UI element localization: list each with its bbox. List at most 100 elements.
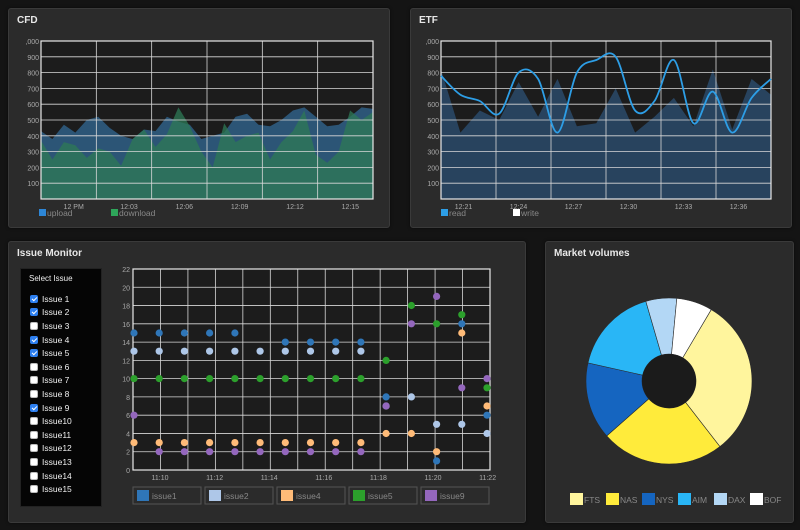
issue-checkbox[interactable] [30,471,38,480]
issue-point-issue2 [130,347,138,355]
issue-point-issue1 [281,338,289,346]
issue-checkbox-label: Issue11 [42,429,72,440]
issue-monitor-chart: 0 2 4 6 8 10 12 14 16 18 20 22 11:10 11:12 11:14 11:16 1… [122,267,496,505]
issue-selector-item[interactable]: Issue 2 [21,306,101,320]
issue-y-tick-label: 18 [122,304,130,311]
issue-point-issue9 [130,411,138,419]
issue-point-issue4 [458,329,466,337]
issue-legend-label-issue2: issue2 [224,491,249,501]
issue-checkbox[interactable] [30,362,38,371]
issue-selector-item[interactable]: Issue 1 [21,292,101,306]
issue-point-issue9 [155,448,163,456]
issue-legend-label-issue5: issue5 [368,491,393,501]
issue-point-issue4 [206,439,214,447]
issue-point-issue2 [407,393,415,401]
issue-point-issue4 [281,439,289,447]
issue-point-issue5 [433,320,441,328]
issue-checkbox-label: Issue 5 [42,348,70,359]
cfd-y-tick-label: 500 [27,118,39,125]
cfd-chart: 100 200 300 400 500 600 700 800 900 ,000 12 PM 12:0… [25,39,374,218]
issue-selector-item[interactable]: Issue12 [21,442,101,456]
cfd-y-tick-label: 700 [27,86,39,93]
issue-point-issue2 [281,347,289,355]
issue-checkbox[interactable] [30,485,38,494]
issue-point-issue1 [382,393,390,401]
issue-checkbox-label: Issue15 [42,484,72,495]
issue-point-issue4 [357,439,365,447]
issue-selector-item[interactable]: Issue 9 [21,401,101,415]
etf-x-tick-label: 12:33 [675,204,693,211]
issue-checkbox[interactable] [30,308,38,317]
pie-legend-swatch-bof [750,493,763,505]
issue-point-issue5 [357,375,365,383]
issue-point-issue5 [180,375,188,383]
issue-point-issue9 [306,448,315,456]
issue-legend-swatch-issue9 [425,490,437,501]
issue-legend-label-issue1: issue1 [152,491,177,501]
issue-point-issue9 [433,292,441,300]
cfd-legend-label-download: download [119,208,156,218]
issue-point-issue9 [382,402,390,410]
issue-point-issue9 [483,375,491,383]
issue-point-issue4 [407,429,415,438]
issue-checkbox-label: Issue 2 [42,307,70,318]
issue-checkbox[interactable] [30,335,38,344]
etf-legend-swatch-write [513,209,520,216]
issue-point-issue5 [130,375,138,383]
cfd-x-tick-label: 12:06 [176,204,194,211]
issue-point-issue2 [206,347,214,355]
cfd-x-tick-label: 12:09 [231,204,249,211]
etf-panel: ETF 100 200 300 400 500 600 700 800 900 ,000 12:21… [410,8,792,228]
issue-selector-item[interactable]: Issue15 [21,482,101,496]
issue-legend-label-issue9: issue9 [440,491,465,501]
pie-legend-swatch-nys [642,493,655,505]
issue-point-issue4 [256,439,264,447]
issue-point-issue5 [231,375,239,383]
issue-point-issue2 [483,429,491,438]
issue-point-issue2 [332,347,340,355]
issue-point-issue1 [458,320,466,328]
issue-checkbox[interactable] [30,294,38,303]
issue-checkbox-label: Issue 9 [42,402,70,413]
issue-selector-item[interactable]: Issue13 [21,455,101,469]
issue-selector-item[interactable]: Issue 4 [21,333,101,347]
issue-selector-item[interactable]: Issue 3 [21,319,101,333]
issue-y-tick-label: 14 [122,340,130,347]
market-volumes-title: Market volumes [554,248,630,259]
issue-checkbox[interactable] [30,457,38,466]
issue-point-issue5 [407,301,415,310]
issue-checkbox[interactable] [30,349,38,358]
issue-x-tick-label: 11:16 [315,475,332,482]
issue-point-issue9 [357,448,365,456]
issue-selector-item[interactable]: Issue14 [21,469,101,483]
issue-selector-item[interactable]: Issue 7 [21,374,101,388]
etf-x-tick-label: 12:30 [620,204,638,211]
issue-checkbox[interactable] [30,376,38,385]
issue-selector-item[interactable]: Issue 5 [21,346,101,360]
issue-checkbox[interactable] [30,430,38,439]
issue-point-issue9 [180,448,188,456]
issue-legend-item-issue1 [132,486,202,505]
issue-checkbox[interactable] [30,389,38,398]
issue-legend-item-issue2 [204,486,274,505]
issue-checkbox[interactable] [30,403,38,412]
cfd-x-tick-label: 12:03 [120,204,138,211]
issue-plot-area [133,269,490,470]
issue-plot-border [132,268,491,471]
issue-checkbox[interactable] [30,321,38,330]
cfd-y-tick-label: 800 [27,71,39,78]
pie-legend-swatch-aim [678,493,691,505]
issue-checkbox[interactable] [30,417,38,426]
etf-plot-border [440,40,772,200]
issue-selector-item[interactable]: Issue11 [21,428,101,442]
market-volumes-chart: FTS NAS NYS AIM DAX BOF [570,297,781,505]
issue-checkbox[interactable] [30,444,38,453]
issue-selector-item[interactable]: Issue 6 [21,360,101,374]
issue-selector-item[interactable]: Issue10 [21,414,101,428]
etf-y-tick-label: 600 [427,102,439,109]
issue-checkbox-label: Issue 4 [42,334,70,345]
issue-checkbox-label: Issue13 [42,456,72,467]
issue-y-tick-label: 20 [122,285,130,292]
issue-point-issue4 [382,429,390,438]
issue-selector-item[interactable]: Issue 8 [21,387,101,401]
